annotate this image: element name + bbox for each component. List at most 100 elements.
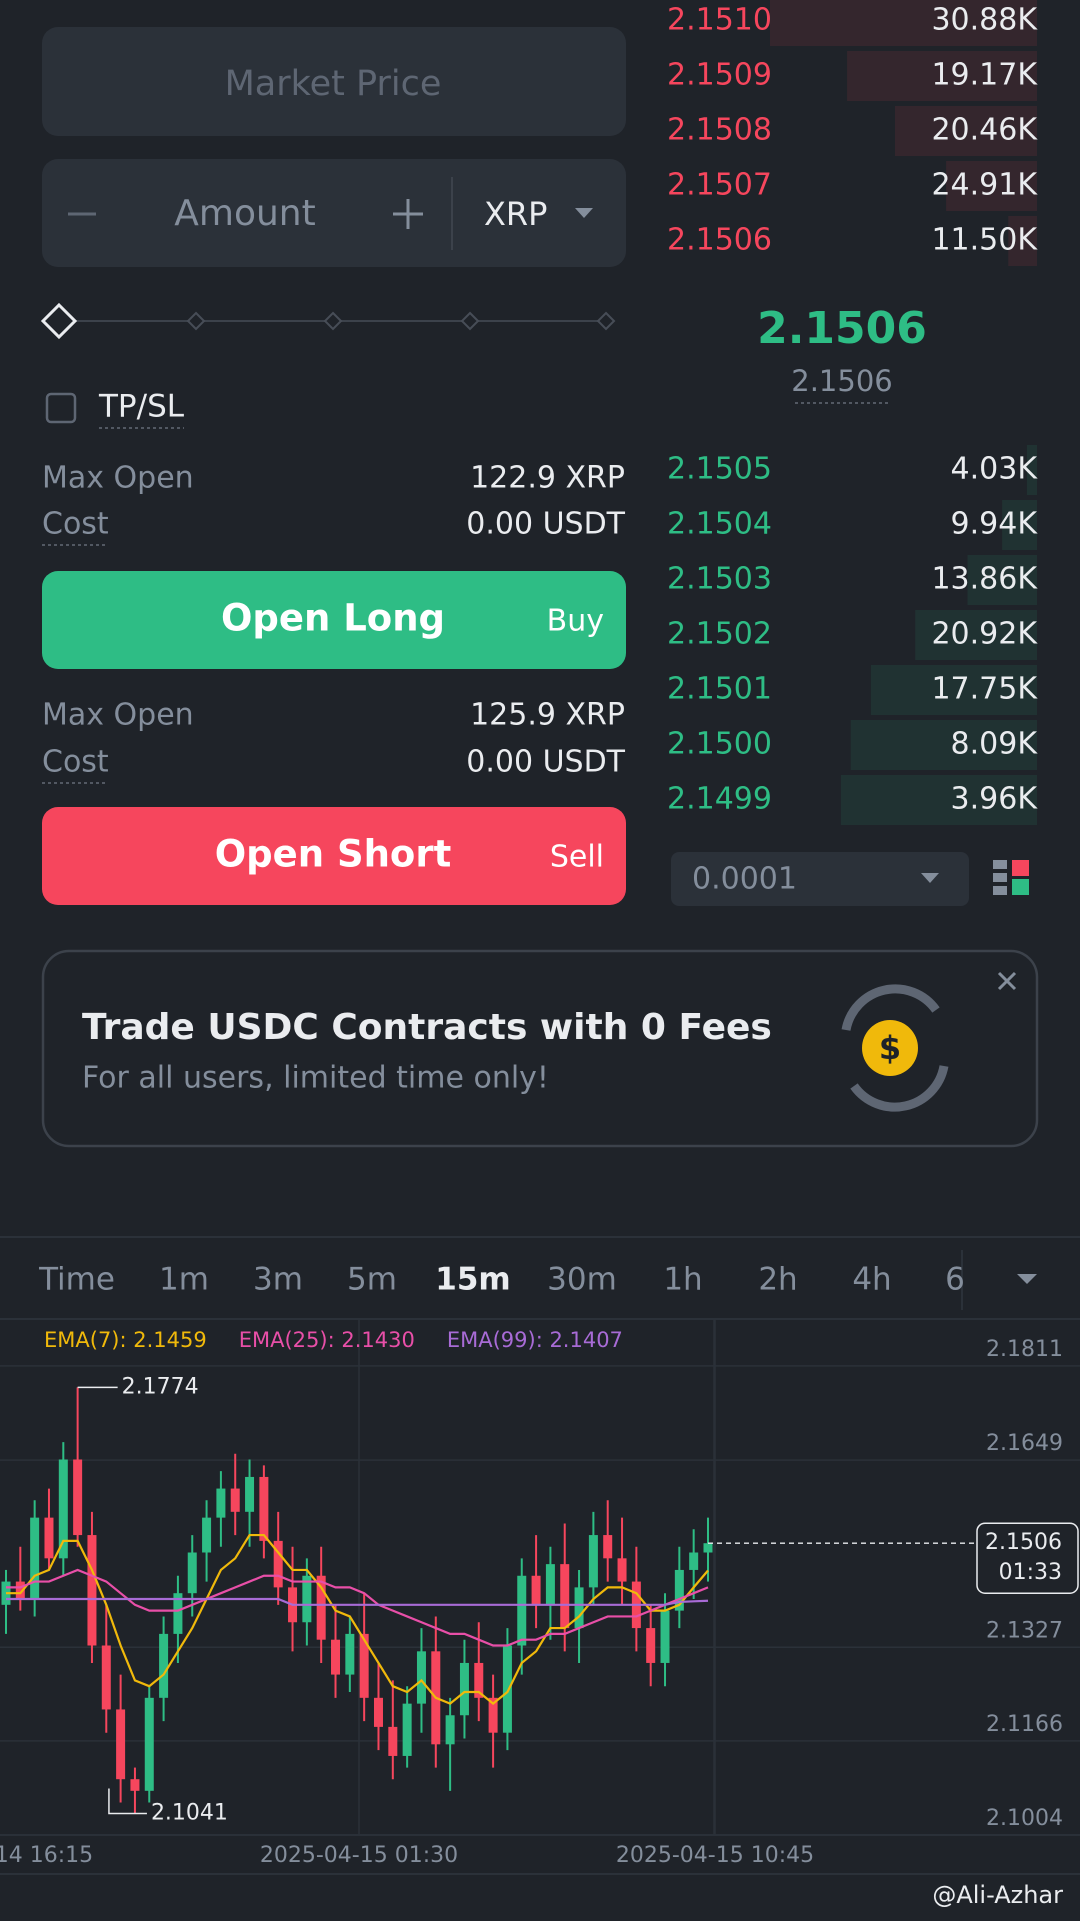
x-tick-label: 2025-04-15 01:30 — [260, 1843, 458, 1868]
book-price: 2.1499 — [667, 782, 772, 817]
book-amount: 11.50K — [931, 223, 1038, 258]
amount-input[interactable] — [42, 159, 626, 267]
timeframe-tab[interactable]: Time — [38, 1262, 115, 1298]
candle-body — [660, 1610, 670, 1663]
depth-bar — [1026, 445, 1037, 495]
candle-body — [345, 1633, 355, 1675]
slider-steps — [186, 311, 616, 331]
open-short-button[interactable] — [42, 807, 626, 905]
low-label: 2.1041 — [151, 1800, 228, 1825]
mark-price[interactable]: 2.1506 — [791, 364, 892, 398]
open-long-button[interactable] — [42, 571, 626, 669]
book-price: 2.1507 — [667, 168, 772, 203]
timeframe-tab[interactable]: 5m — [347, 1262, 397, 1298]
ema-line — [6, 1533, 709, 1706]
book-amount: 24.91K — [931, 168, 1038, 203]
x-tick-label: 2025-04-15 10:45 — [616, 1843, 814, 1868]
depth-bar — [946, 161, 1037, 211]
candle-body — [488, 1697, 498, 1733]
book-price: 2.1502 — [667, 617, 772, 652]
candle-body — [331, 1639, 341, 1675]
price-placeholder: Market Price — [225, 64, 442, 104]
banner-subtitle: For all users, limited time only! — [82, 1061, 549, 1096]
candle-body — [416, 1651, 426, 1704]
book-amount: 19.17K — [931, 58, 1038, 93]
candle-body — [216, 1488, 226, 1518]
low-marker — [108, 1788, 147, 1815]
tpsl-label[interactable]: TP/SL — [98, 389, 185, 425]
timeframe-tab[interactable]: 15m — [435, 1262, 510, 1298]
candle-body — [373, 1697, 383, 1727]
timeframe-tab[interactable]: 1h — [663, 1262, 702, 1298]
legend-entry: EMA(25): 2.1430 — [239, 1328, 415, 1352]
usdc-icon: $ — [841, 984, 949, 1112]
open-short-label: Open Short — [215, 833, 452, 876]
tick-size-dropdown[interactable] — [671, 852, 969, 906]
dropdown-icon — [921, 873, 939, 883]
candle-body — [87, 1535, 97, 1646]
candle-body — [531, 1575, 541, 1605]
candle-body — [359, 1633, 369, 1698]
depth-bar — [840, 775, 1037, 825]
timeframe-tab[interactable]: 6 — [945, 1262, 965, 1298]
candle-body — [502, 1645, 512, 1733]
unit-dropdown-icon[interactable] — [575, 208, 593, 218]
candle-body — [316, 1575, 326, 1640]
candle-body — [588, 1535, 598, 1588]
candle-body — [402, 1703, 412, 1756]
candle-body — [545, 1564, 555, 1605]
candle-body — [30, 1517, 40, 1600]
plus-icon[interactable] — [393, 199, 423, 229]
last-price-box — [976, 1522, 1079, 1594]
depth-bar — [894, 106, 1037, 156]
candle-body — [230, 1488, 240, 1512]
tick-size: 0.0001 — [692, 862, 797, 897]
candle-body — [144, 1697, 154, 1791]
book-price: 2.1510 — [667, 3, 772, 38]
amount-placeholder: Amount — [174, 193, 315, 234]
depth-bar — [770, 0, 1037, 46]
layout-icon[interactable] — [993, 860, 1029, 895]
candle-body — [101, 1645, 111, 1710]
more-timeframes-icon[interactable] — [1017, 1274, 1037, 1284]
sell-label: Sell — [550, 840, 604, 875]
candle-body — [245, 1476, 255, 1512]
candle-body — [130, 1779, 140, 1791]
book-amount: 4.03K — [951, 452, 1039, 487]
timeframe-tab[interactable]: 1m — [159, 1262, 209, 1298]
y-tick-label: 2.1166 — [986, 1712, 1063, 1737]
book-amount: 9.94K — [951, 507, 1039, 542]
close-icon[interactable] — [997, 971, 1017, 991]
max-open-label: Max Open — [42, 461, 194, 496]
candle-body — [73, 1459, 83, 1536]
candle-body — [459, 1662, 469, 1716]
y-tick-label: 2.1649 — [986, 1431, 1063, 1456]
svg-text:$: $ — [879, 1029, 901, 1067]
book-amount: 17.75K — [931, 672, 1038, 707]
candle-body — [388, 1726, 398, 1756]
book-price: 2.1504 — [667, 507, 772, 542]
amount-unit[interactable]: XRP — [484, 195, 547, 233]
cost-value: 0.00 USDT — [466, 745, 625, 780]
candle-body — [58, 1459, 68, 1559]
tpsl-checkbox[interactable] — [45, 392, 77, 424]
price-input[interactable] — [42, 27, 626, 136]
slider-handle[interactable] — [40, 302, 78, 340]
promo-banner[interactable] — [41, 949, 1039, 1148]
book-amount: 13.86K — [931, 562, 1038, 597]
open-long-label: Open Long — [221, 597, 445, 640]
timeframe-tab[interactable]: 30m — [547, 1262, 617, 1298]
candle-body — [302, 1575, 312, 1623]
candle-body — [517, 1575, 527, 1646]
watermark: @Ali-Azhar — [932, 1881, 1063, 1909]
candle-body — [44, 1517, 54, 1559]
timeframe-tab[interactable]: 4h — [852, 1262, 891, 1298]
candle-body — [560, 1564, 570, 1629]
depth-bar — [1002, 500, 1037, 550]
timeframe-tab[interactable]: 2h — [758, 1262, 797, 1298]
book-amount: 8.09K — [951, 727, 1039, 762]
timeframe-tab[interactable]: 3m — [253, 1262, 303, 1298]
